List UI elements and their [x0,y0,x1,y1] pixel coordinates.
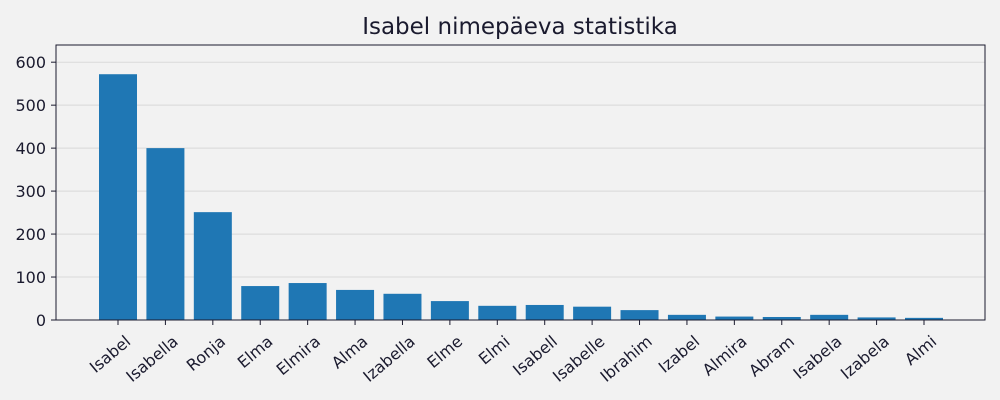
x-tick-label: Ibrahim [597,332,656,386]
bar [383,293,422,320]
y-axis: 0 100 200 300 400 500 600 [15,53,56,330]
x-tick-label: Isabella [122,332,181,386]
y-tick-label: 400 [15,139,46,158]
y-tick-label: 500 [15,96,46,115]
y-tick-label: 300 [15,182,46,201]
bar [146,148,185,320]
bar [430,301,469,320]
x-tick-label: Elma [234,332,277,372]
bar [573,306,612,320]
x-tick-label: Elme [423,332,466,372]
x-tick-label: Izabel [655,332,704,377]
bar [525,304,564,320]
x-tick-label: Isabelle [549,332,608,386]
x-tick-label: Almira [699,332,751,380]
x-tick-label: Ronja [183,332,229,375]
x-tick-label: Elmi [475,332,514,369]
x-tick-label: Abram [745,332,798,381]
bar [336,289,375,320]
bar [762,316,801,320]
y-tick-label: 200 [15,225,46,244]
bar [193,212,232,320]
bar [241,286,280,320]
bar [288,283,327,320]
bar [715,316,754,320]
bar [667,314,706,320]
y-tick-label: 0 [36,311,46,330]
x-tick-label: Elmira [273,332,324,379]
y-tick-label: 600 [15,53,46,72]
x-tick-label: Izabella [359,332,418,386]
bar [99,74,137,320]
x-tick-label: Izabela [837,332,893,383]
bar [905,317,943,320]
x-tick-label: Isabela [789,332,845,383]
y-tick-label: 100 [15,268,46,287]
x-tick-label: Almi [901,332,940,369]
bar [857,317,896,320]
plot-frame [55,44,986,321]
bar [620,310,659,320]
bar [810,314,849,320]
chart-title: Isabel nimepäeva statistika [362,14,678,40]
bars [99,74,943,320]
bar [478,305,517,320]
